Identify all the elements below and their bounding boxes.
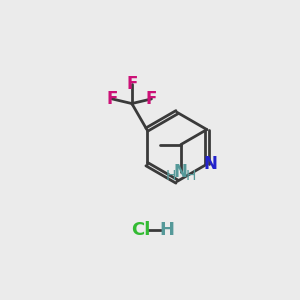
Text: N: N [203,155,217,173]
Text: H: H [185,169,196,183]
Text: Cl: Cl [131,221,151,239]
Text: H: H [166,169,176,183]
Text: F: F [106,90,118,108]
Text: N: N [174,163,188,181]
Text: F: F [146,90,157,108]
Text: H: H [159,221,174,239]
Text: F: F [126,75,137,93]
